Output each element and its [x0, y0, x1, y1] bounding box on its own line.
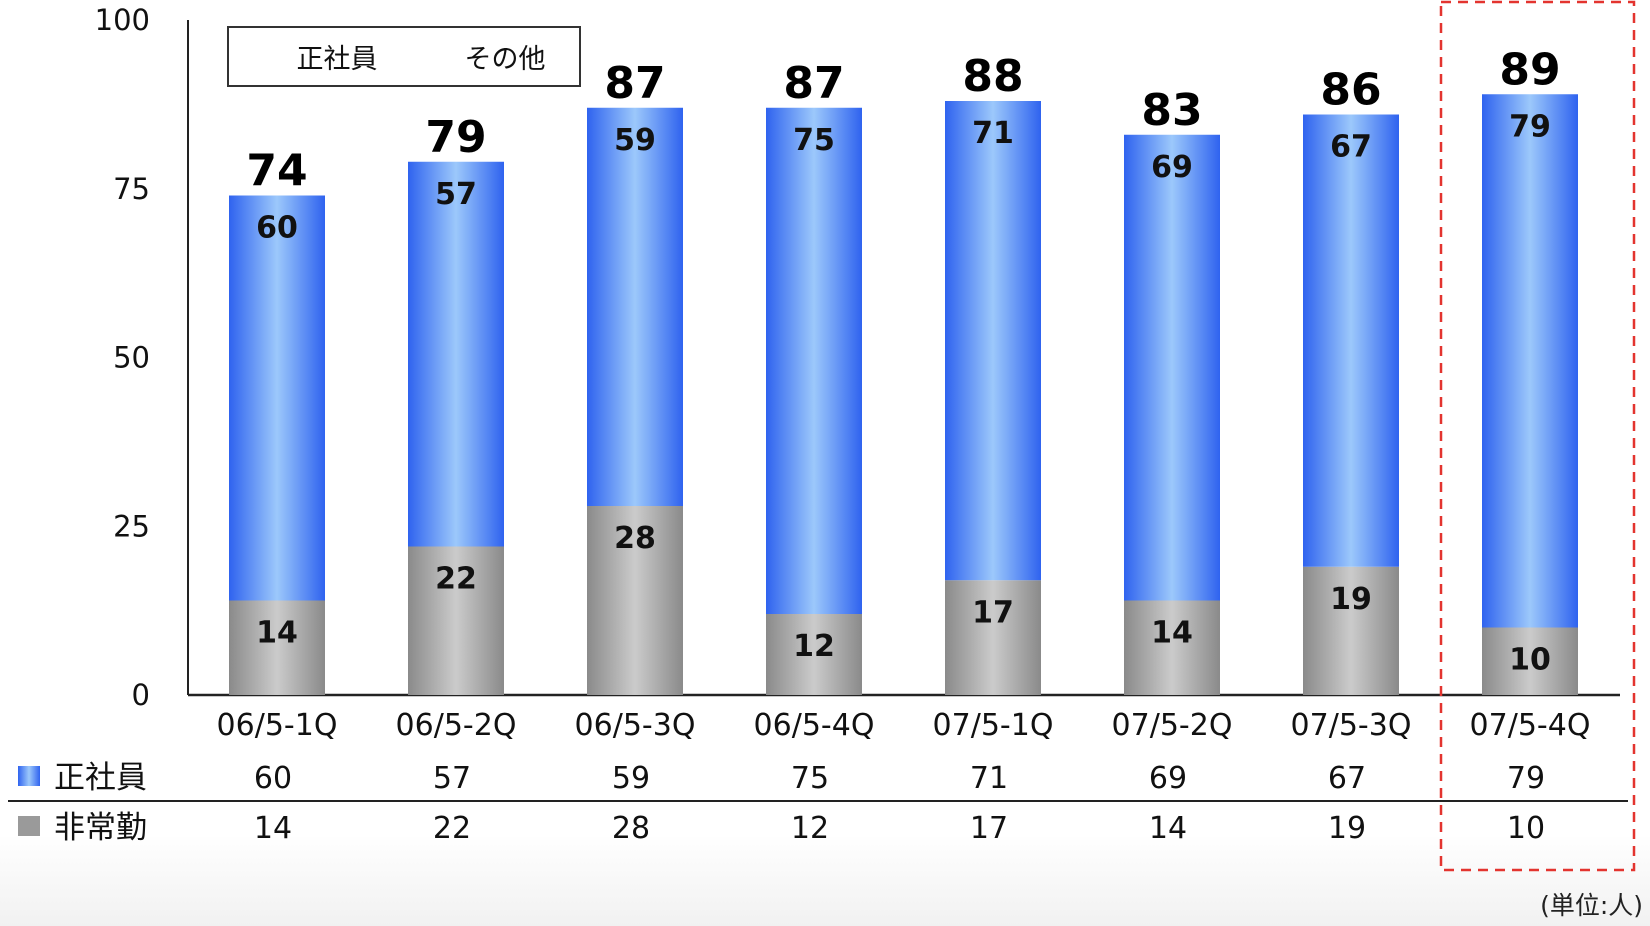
y-tick-label: 0: [132, 678, 150, 712]
bar-segment-regular: [1124, 134, 1220, 601]
bar-total-label: 87: [604, 58, 665, 109]
bar-total-label: 89: [1499, 44, 1560, 95]
data-table: 正社員 非常勤 60 57 59 75 71 69 67 79 14 22 28 12 17 14 19 10: [8, 760, 1628, 846]
x-tick-label: 06/5-2Q: [396, 708, 517, 743]
bar-data-label-regular: 59: [614, 123, 656, 158]
bar-segment-parttime: [229, 600, 325, 695]
x-tick-label: 06/5-1Q: [217, 708, 338, 743]
bar-segment-regular: [229, 195, 325, 601]
table-cell: 71: [970, 761, 1008, 796]
x-tick-label: 06/5-3Q: [575, 708, 696, 743]
bar-data-label-parttime: 17: [972, 595, 1014, 630]
table-cell: 60: [254, 761, 292, 796]
bar-segment-regular: [408, 161, 504, 547]
x-tick-label: 07/5-4Q: [1470, 708, 1591, 743]
bar-data-label-regular: 79: [1509, 109, 1551, 144]
table-cell: 79: [1507, 761, 1545, 796]
bar-data-label-regular: 71: [972, 116, 1014, 151]
bar-data-label-parttime: 28: [614, 521, 656, 556]
y-tick-label: 75: [113, 172, 150, 206]
bar-segment-parttime: [945, 580, 1041, 695]
table-cell: 67: [1328, 761, 1366, 796]
bar-data-label-parttime: 19: [1330, 582, 1372, 617]
bar-segment-parttime: [587, 506, 683, 695]
table-cell: 14: [254, 811, 292, 846]
table-row-parttime-swatch: [18, 816, 40, 836]
table-cell: 28: [612, 811, 650, 846]
bar-segment-regular: [1303, 114, 1399, 567]
bar-data-label-regular: 57: [435, 177, 477, 212]
bar-segment-regular: [766, 107, 862, 614]
legend-box: [227, 26, 581, 87]
table-row-parttime-label: 非常勤: [54, 810, 147, 846]
bar-data-label-regular: 75: [793, 123, 835, 158]
bar-segment-regular: [587, 107, 683, 506]
table-cell: 57: [433, 761, 471, 796]
table-cell: 17: [970, 811, 1008, 846]
bar-total-label: 87: [783, 58, 844, 109]
bar-total-label: 86: [1320, 65, 1381, 116]
bar-segment-regular: [945, 101, 1041, 581]
bar-segment-parttime: [1124, 600, 1220, 695]
x-tick-label: 07/5-2Q: [1112, 708, 1233, 743]
table-row-regular-swatch: [18, 766, 40, 786]
table-cell: 19: [1328, 811, 1366, 846]
y-tick-label: 100: [95, 3, 150, 37]
table-cell: 14: [1149, 811, 1187, 846]
bar-data-label-parttime: 12: [793, 629, 835, 664]
table-cell: 59: [612, 761, 650, 796]
bar-segment-parttime: [1303, 566, 1399, 695]
bar-data-label-regular: 67: [1330, 130, 1372, 165]
unit-note: (単位:人): [1540, 891, 1643, 920]
bars: 14 60 74 22 57 79 28 59 87 12 75 87 17 71 88 14 69 83 19 67…: [229, 44, 1578, 695]
table-cell: 75: [791, 761, 829, 796]
bar-segment-parttime: [766, 614, 862, 695]
bar-total-label: 74: [246, 146, 307, 197]
x-tick-label: 06/5-4Q: [754, 708, 875, 743]
highlight-box: [1439, 0, 1636, 872]
bar-data-label-parttime: 14: [1151, 616, 1193, 651]
legend-entry-regular: 正社員: [297, 44, 378, 75]
table-cell: 12: [791, 811, 829, 846]
table-row-regular-label: 正社員: [54, 760, 147, 796]
x-tick-label: 07/5-1Q: [933, 708, 1054, 743]
y-tick-label: 25: [113, 509, 150, 543]
x-tick-label: 07/5-3Q: [1291, 708, 1412, 743]
table-cell: 69: [1149, 761, 1187, 796]
bar-segment-parttime: [408, 546, 504, 695]
legend-entry-other: その他: [465, 44, 546, 75]
bar-data-label-parttime: 10: [1509, 643, 1551, 678]
bar-data-label-regular: 60: [256, 211, 298, 246]
table-cell: 22: [433, 811, 471, 846]
bar-segment-regular: [1482, 94, 1578, 628]
bar-data-label-regular: 69: [1151, 150, 1193, 185]
bar-segment-parttime: [1482, 627, 1578, 695]
table-cell: 10: [1507, 811, 1545, 846]
legend: 正社員 その他: [227, 26, 581, 87]
bar-total-label: 88: [962, 51, 1023, 102]
category-labels: 06/5-1Q 06/5-2Q 06/5-3Q 06/5-4Q 07/5-1Q 07/5-…: [217, 708, 1591, 743]
y-tick-label: 50: [113, 341, 150, 375]
bar-data-label-parttime: 14: [256, 616, 298, 651]
bar-total-label: 79: [425, 112, 486, 163]
bar-data-label-parttime: 22: [435, 562, 477, 597]
bar-total-label: 83: [1141, 85, 1202, 136]
